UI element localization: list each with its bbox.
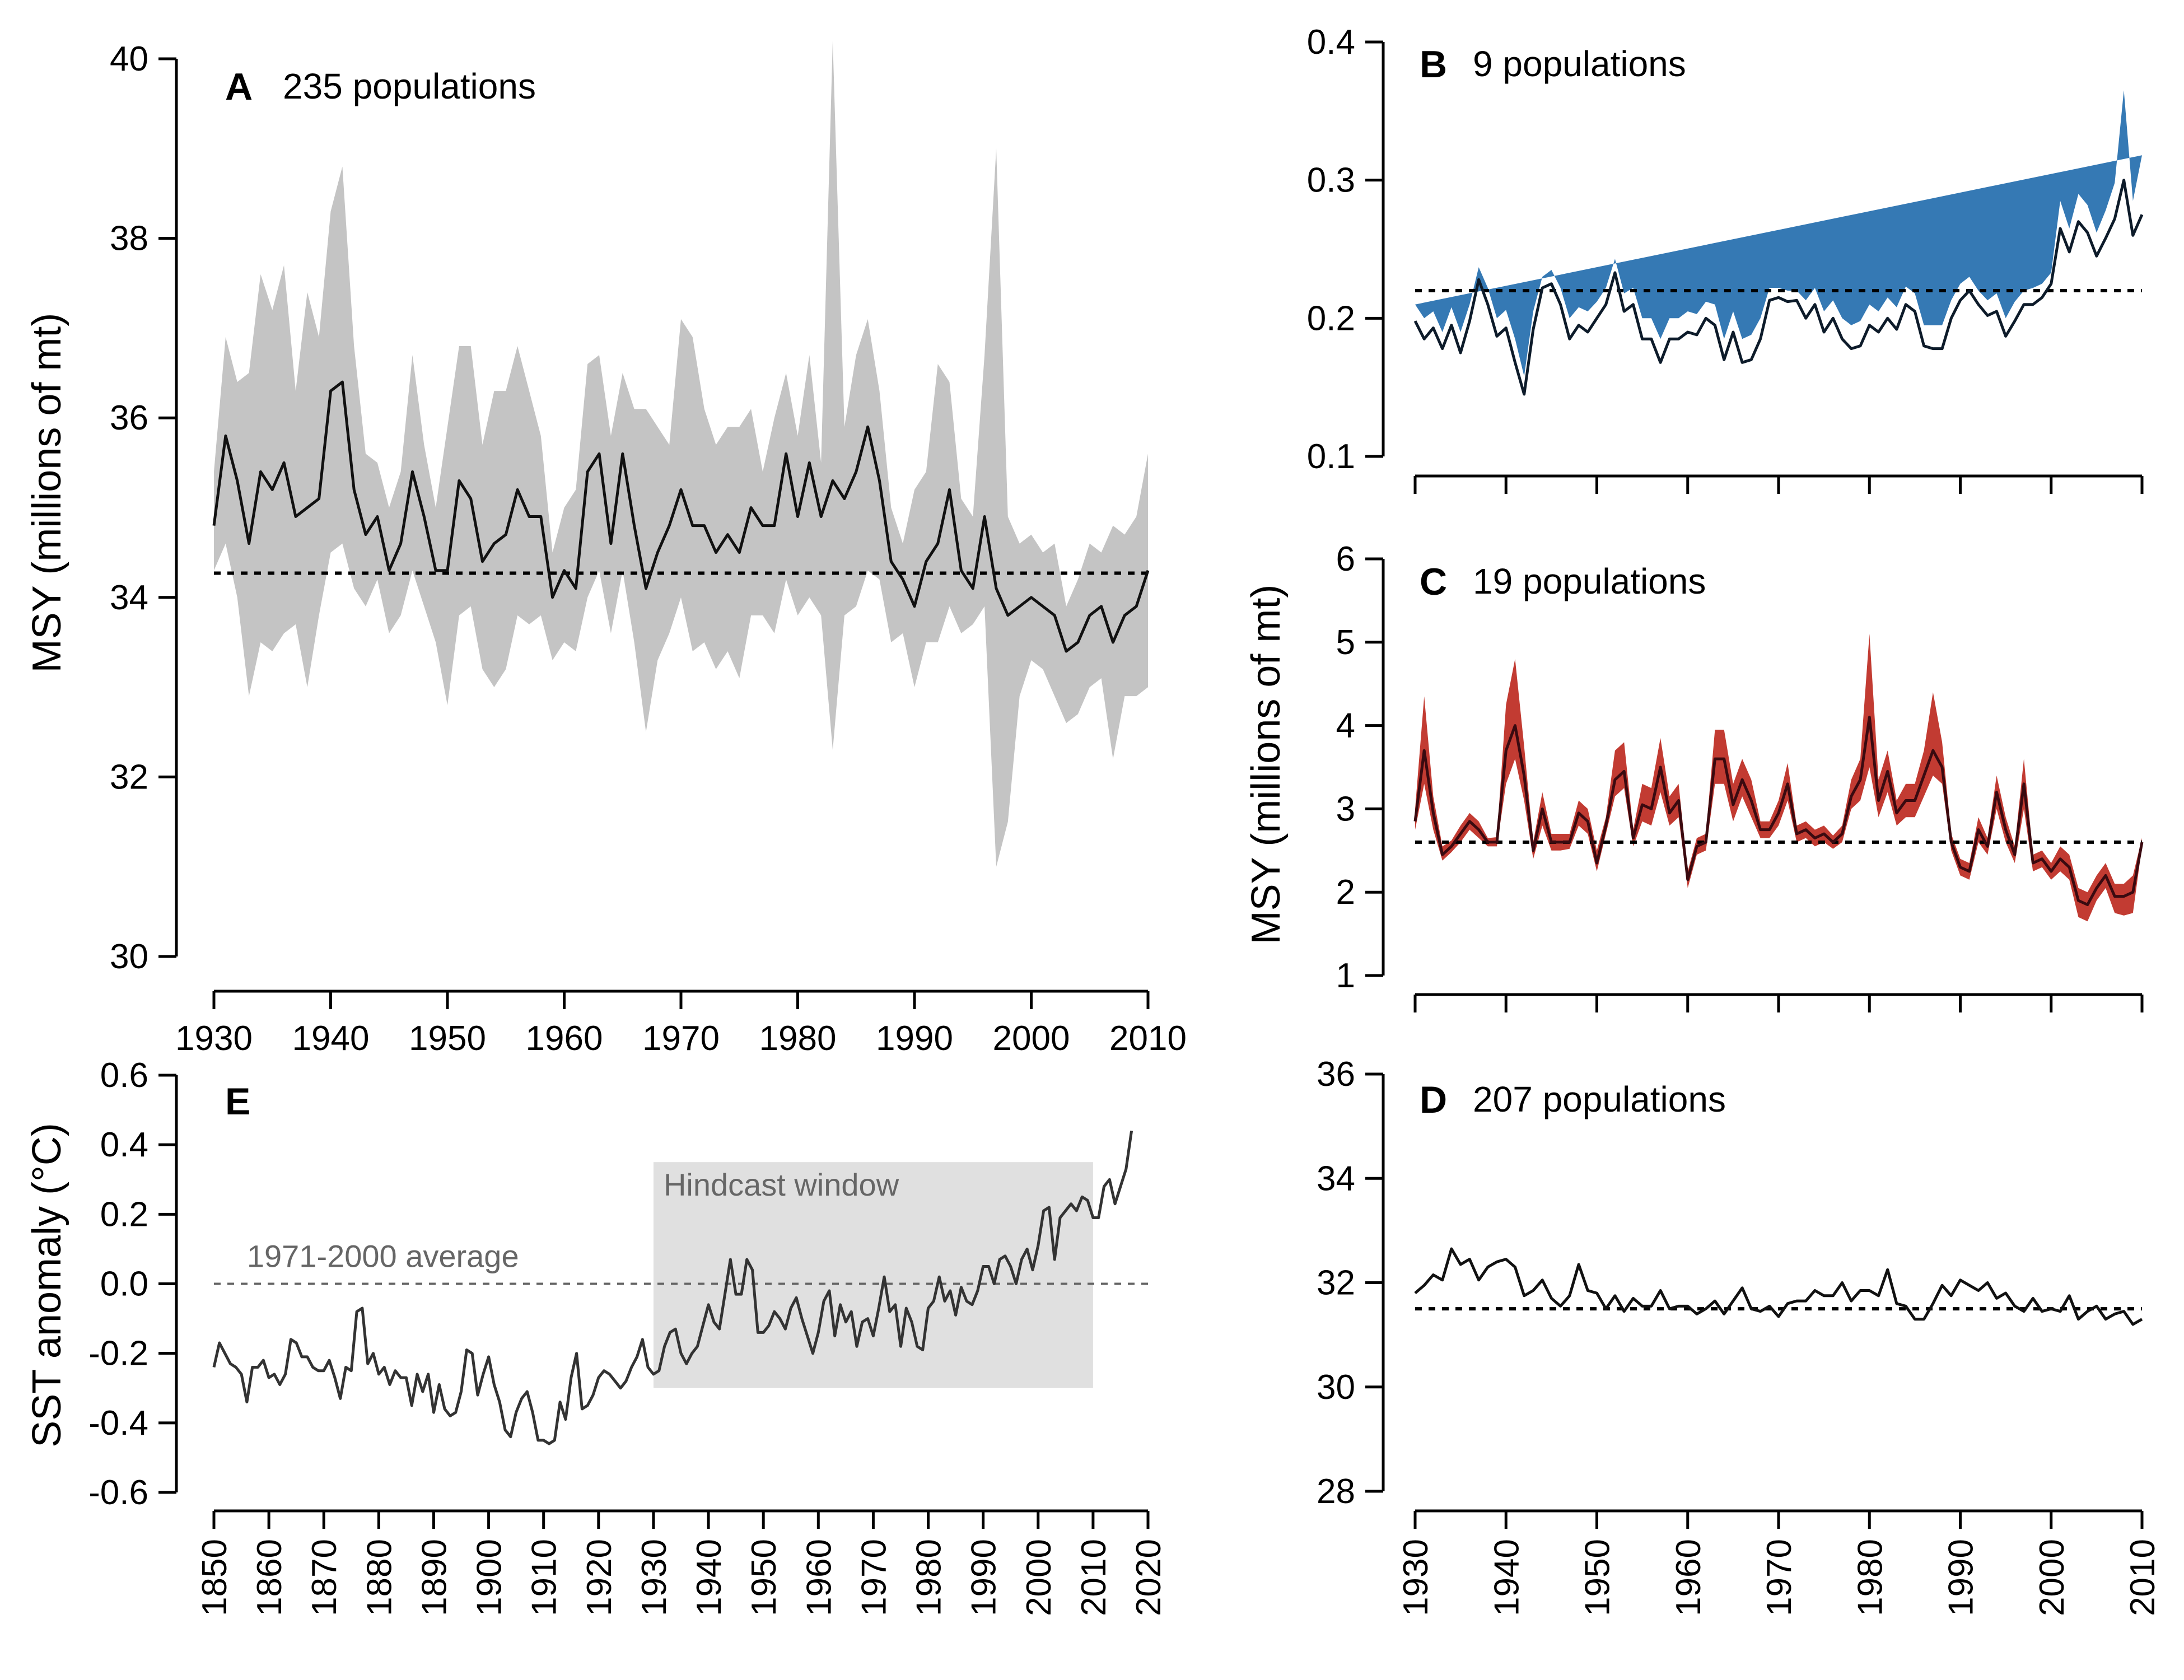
panel-e-ytick-label: 0.0 <box>100 1265 148 1304</box>
panel-d-title: 207 populations <box>1473 1079 1726 1119</box>
panel-b-ytick-label: 0.3 <box>1307 161 1355 200</box>
panel-e-xtick-label: 1900 <box>470 1539 509 1616</box>
panel-a-ytick-label: 32 <box>110 758 148 796</box>
panel-c-letter: C <box>1420 561 1447 603</box>
panel-b-title: 9 populations <box>1473 44 1686 84</box>
panel-a-xtick-label: 1980 <box>759 1019 837 1058</box>
panel-d-xtick-label: 1950 <box>1579 1539 1617 1616</box>
panel-d-xtick-label: 2010 <box>2124 1539 2162 1616</box>
panel-c: C 19 populations MSY (millions of mt) 1 2… <box>1244 540 2144 1012</box>
panel-c-ytick-label: 5 <box>1336 623 1355 662</box>
panel-e-xtick-label: 1910 <box>525 1539 564 1616</box>
panel-e-xtick-label: 1940 <box>690 1539 729 1616</box>
panel-a-ytick-label: 34 <box>110 578 148 617</box>
panel-d: D 207 populations 28 30 32 34 36 1930 1940 1950… <box>1317 1055 2162 1616</box>
panel-e-xtick-label: 2000 <box>1020 1539 1058 1616</box>
panel-e-xtick-label: 1860 <box>250 1539 289 1616</box>
panel-e-ytick-label: -0.4 <box>88 1404 148 1443</box>
panel-e-xtick-label: 1850 <box>195 1539 234 1616</box>
panel-e-xtick-label: 1880 <box>360 1539 399 1616</box>
panel-e-xtick-label: 1990 <box>965 1539 1004 1616</box>
panel-b-ytick-label: 0.4 <box>1307 23 1355 62</box>
panel-e-ytick-label: 0.2 <box>100 1195 148 1234</box>
panel-b: B 9 populations 0.1 0.2 0.3 0.4 <box>1307 23 2144 494</box>
panel-e-ylabel: SST anomaly (°C) <box>25 1123 69 1448</box>
panel-e-xtick-label: 1970 <box>855 1539 893 1616</box>
hindcast-window-label: Hindcast window <box>664 1167 899 1202</box>
panel-e-xtick-label: 1920 <box>580 1539 619 1616</box>
panel-b-uncertainty-band <box>1415 90 2142 376</box>
panel-a-mean-line <box>212 380 1150 653</box>
panel-c-ytick-label: 4 <box>1336 707 1355 745</box>
panel-a-letter: A <box>225 66 253 108</box>
panel-d-ytick-label: 30 <box>1317 1368 1355 1407</box>
panel-d-xtick-label: 1960 <box>1669 1539 1708 1616</box>
panel-e-ytick-label: -0.2 <box>88 1334 148 1373</box>
panel-a-uncertainty-band <box>214 40 1148 867</box>
panel-c-ytick-label: 2 <box>1336 873 1355 912</box>
panel-d-xtick-label: 1940 <box>1487 1539 1526 1616</box>
panel-a-xtick-label: 2010 <box>1109 1019 1187 1058</box>
panel-e-xtick-label: 1960 <box>800 1539 838 1616</box>
panel-a-xtick-label: 2000 <box>993 1019 1070 1058</box>
shared-right-ylabel: MSY (millions of mt) <box>1244 585 1289 945</box>
panel-d-mean-line <box>1414 1247 2143 1326</box>
panel-b-mean-line <box>1413 179 2144 396</box>
panel-d-ytick-label: 28 <box>1317 1472 1355 1511</box>
panel-a-xtick-label: 1950 <box>409 1019 486 1058</box>
panel-c-uncertainty-band <box>1415 633 2142 922</box>
panel-a: A 235 populations MSY (millions of mt) 3… <box>25 40 1187 1058</box>
panel-a-ytick-label: 36 <box>110 399 148 437</box>
panel-d-ytick-label: 32 <box>1317 1264 1355 1303</box>
panel-e-xtick-label: 1950 <box>745 1539 783 1616</box>
panel-b-ytick-label: 0.1 <box>1307 437 1355 476</box>
panel-a-xtick-label: 1970 <box>642 1019 720 1058</box>
panel-d-letter: D <box>1420 1079 1447 1121</box>
panel-e-xtick-label: 1980 <box>910 1539 949 1616</box>
panel-d-ytick-label: 34 <box>1317 1159 1355 1198</box>
panel-e-ytick-label: 0.6 <box>100 1056 148 1095</box>
panel-a-xtick-label: 1960 <box>526 1019 603 1058</box>
panel-d-xtick-label: 1980 <box>1851 1539 1889 1616</box>
panel-a-xtick-label: 1930 <box>175 1019 253 1058</box>
panel-b-letter: B <box>1420 43 1447 86</box>
panel-a-xtick-label: 1940 <box>292 1019 370 1058</box>
panel-c-mean-line <box>1413 716 2144 906</box>
panel-e-ytick-label: -0.6 <box>88 1473 148 1512</box>
panel-e-mean-line <box>212 1130 1133 1445</box>
panel-c-ytick-label: 6 <box>1336 540 1355 578</box>
panel-c-title: 19 populations <box>1473 561 1706 601</box>
panel-c-ytick-label: 3 <box>1336 790 1355 828</box>
panel-e-xtick-label: 1870 <box>305 1539 344 1616</box>
panel-d-ytick-label: 36 <box>1317 1055 1355 1094</box>
panel-d-xtick-label: 1970 <box>1760 1539 1799 1616</box>
panel-e-xtick-label: 1890 <box>415 1539 454 1616</box>
panel-a-ytick-label: 38 <box>110 220 148 258</box>
panel-a-ytick-label: 30 <box>110 937 148 976</box>
panel-e-ytick-label: 0.4 <box>100 1126 148 1164</box>
panel-a-ylabel: MSY (millions of mt) <box>25 313 69 673</box>
panel-d-xtick-label: 2000 <box>2033 1539 2071 1616</box>
reference-line-label: 1971-2000 average <box>247 1239 519 1274</box>
panel-a-title: 235 populations <box>283 66 536 106</box>
panel-e-xtick-label: 2020 <box>1130 1539 1168 1616</box>
panel-a-ytick-label: 40 <box>110 40 148 78</box>
panel-e-xtick-label: 2010 <box>1075 1539 1113 1616</box>
panel-b-ytick-label: 0.2 <box>1307 299 1355 338</box>
panel-d-xtick-label: 1990 <box>1942 1539 1981 1616</box>
panel-a-xtick-label: 1990 <box>876 1019 953 1058</box>
panel-e: E SST anomaly (°C) Hindcast window 1971-2… <box>25 1056 1168 1616</box>
panel-c-ytick-label: 1 <box>1336 956 1355 995</box>
panel-d-xtick-label: 1930 <box>1397 1539 1435 1616</box>
panel-e-letter: E <box>225 1080 250 1123</box>
panel-e-xtick-label: 1930 <box>635 1539 674 1616</box>
